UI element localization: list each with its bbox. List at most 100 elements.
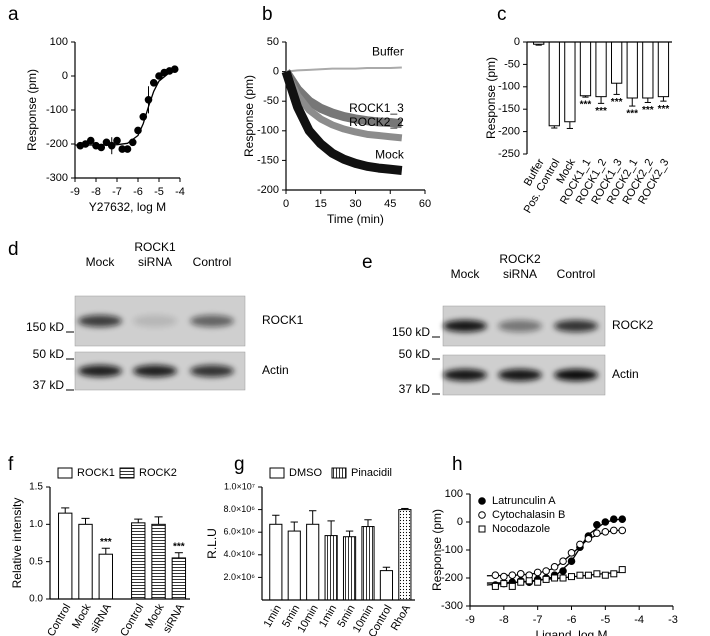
data-point: [559, 574, 567, 582]
y-tick-label: 100: [445, 488, 463, 500]
data-point: [139, 113, 148, 121]
y-axis-label: Response (pm): [242, 75, 256, 157]
y-tick-label: 4.0×10⁶: [224, 549, 256, 559]
y-tick-label: -200: [46, 138, 68, 150]
size-marker: 37 kD: [33, 378, 65, 392]
significance: ***: [611, 97, 623, 108]
y-tick-label: 0.5: [29, 556, 43, 567]
bar: [151, 523, 166, 600]
legend-label: Latrunculin A: [492, 495, 556, 507]
data-point: [500, 580, 508, 588]
band: [498, 369, 542, 381]
data-point: [542, 575, 550, 583]
lane-label: siRNA: [503, 267, 537, 281]
x-tick-label: -6: [567, 614, 577, 626]
data-point: [593, 529, 601, 538]
size-marker: 50 kD: [399, 347, 431, 361]
y-tick-label: 100: [50, 36, 68, 48]
y-axis-label: Relative intensity: [10, 498, 24, 589]
data-line: [282, 70, 403, 142]
bar: [626, 41, 638, 99]
y-axis-label: Response (pm): [25, 69, 39, 151]
y-tick-label: -100: [46, 104, 68, 116]
legend-marker: [478, 497, 486, 505]
bar: [657, 41, 670, 98]
lane-label: Control: [193, 255, 232, 269]
data-point: [491, 582, 499, 590]
data-point: [113, 136, 121, 145]
series-label: ROCK2_2: [349, 115, 404, 129]
bar: [131, 522, 146, 600]
x-tick-label: 60: [419, 198, 431, 210]
band: [133, 315, 177, 327]
y-tick-label: 0: [273, 66, 279, 78]
data-point: [618, 566, 626, 574]
y-tick-label: -200: [257, 184, 279, 196]
x-tick-label: -5: [154, 186, 164, 198]
bar: [98, 553, 113, 600]
data-point: [107, 141, 116, 150]
y-axis-label: Response (pm): [484, 57, 498, 139]
data-line: [282, 69, 403, 129]
data-point: [97, 143, 106, 152]
data-point: [155, 72, 163, 80]
series-label: ROCK1_3: [349, 101, 404, 115]
bar: [642, 41, 654, 99]
data-point: [593, 521, 601, 529]
band: [443, 320, 487, 332]
y-tick-label: 8.0×10⁶: [224, 504, 256, 514]
data-point: [576, 540, 584, 549]
data-point: [134, 126, 142, 135]
y-tick-label: -150: [498, 103, 520, 115]
data-point: [609, 515, 618, 524]
y-tick-label: -100: [441, 544, 463, 556]
size-marker: 150 kD: [26, 320, 64, 334]
x-tick-label: -3: [668, 614, 678, 626]
data-point: [609, 526, 618, 535]
x-tick-label: RhoA: [389, 602, 413, 632]
data-point: [533, 568, 542, 577]
data-point: [568, 573, 575, 581]
panel-label: c: [497, 4, 507, 25]
lane-label: Mock: [451, 267, 481, 281]
x-tick-label: 45: [384, 198, 396, 210]
legend-label: Nocodazole: [492, 523, 550, 535]
data-point: [102, 138, 111, 147]
band: [443, 369, 487, 381]
panel-label: h: [452, 454, 463, 475]
data-point: [559, 567, 567, 575]
y-tick-label: -300: [441, 600, 463, 612]
significance: ***: [100, 537, 112, 548]
data-point: [123, 145, 132, 153]
size-marker: 37 kD: [399, 382, 431, 396]
data-point: [516, 570, 525, 578]
y-tick-label: 1.5: [29, 482, 43, 493]
data-point: [584, 535, 593, 543]
data-point: [601, 518, 610, 526]
x-tick-label: -7: [112, 186, 122, 198]
y-tick-label: -100: [498, 81, 520, 93]
x-tick-label: -7: [533, 614, 543, 626]
y-axis-label: R.L.U: [205, 528, 219, 559]
legend-swatch: [331, 467, 347, 479]
data-point: [559, 557, 567, 566]
y-tick-label: -50: [504, 58, 520, 70]
x-tick-label: 1min: [262, 603, 284, 630]
legend-label: ROCK2: [139, 467, 177, 479]
band: [190, 365, 234, 377]
significance: ***: [658, 104, 670, 115]
band: [554, 320, 598, 332]
x-tick-label: 1min: [317, 603, 339, 630]
legend-swatch: [269, 467, 285, 479]
bar: [564, 41, 576, 123]
x-tick-label: Control: [45, 602, 73, 636]
data-point: [508, 582, 516, 590]
x-tick-label: -6: [133, 186, 143, 198]
legend-label: Cytochalasin B: [492, 509, 565, 521]
bar: [287, 530, 301, 601]
bar: [398, 509, 412, 601]
band: [133, 365, 177, 377]
panel-label: b: [262, 4, 273, 25]
band: [190, 315, 234, 327]
